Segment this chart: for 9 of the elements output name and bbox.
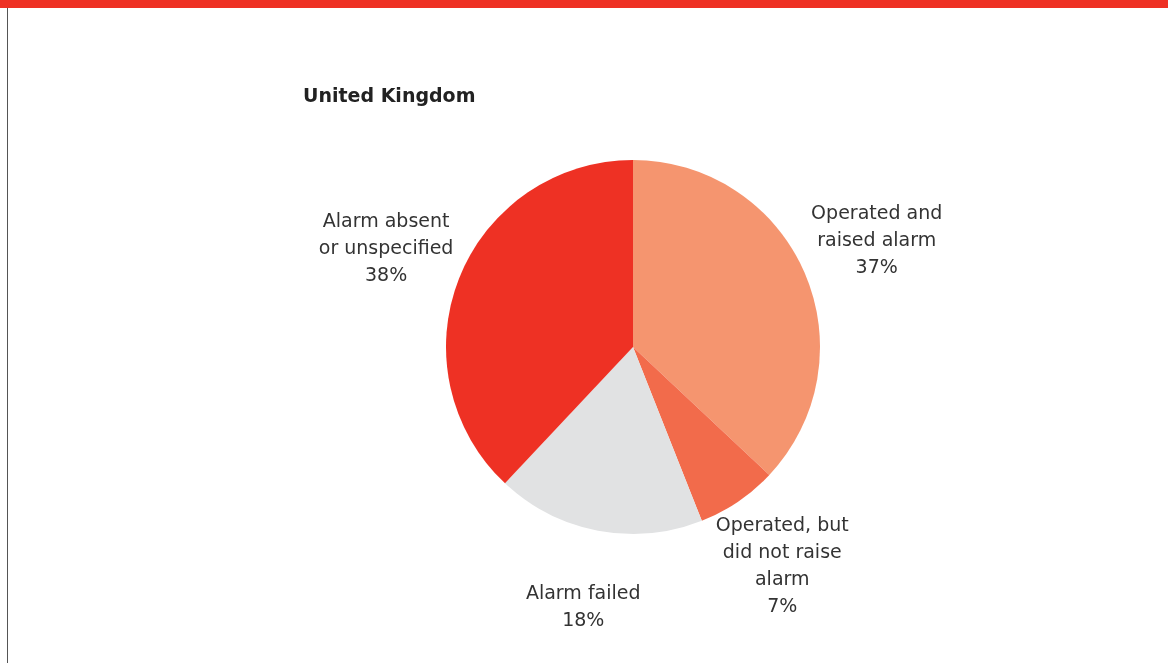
slice-label: Operated and raised alarm — [811, 201, 943, 251]
chart-title: United Kingdom — [303, 84, 476, 106]
slice-label: Alarm failed — [525, 581, 641, 604]
slice-label: Alarm absent or unspecified — [318, 209, 454, 259]
data-label: 18% — [562, 608, 605, 631]
data-label: 38% — [364, 263, 408, 286]
slice-label: Operated, but did not raise alarm — [715, 513, 849, 590]
data-label: 7% — [767, 594, 798, 617]
data-label: 37% — [855, 255, 898, 278]
